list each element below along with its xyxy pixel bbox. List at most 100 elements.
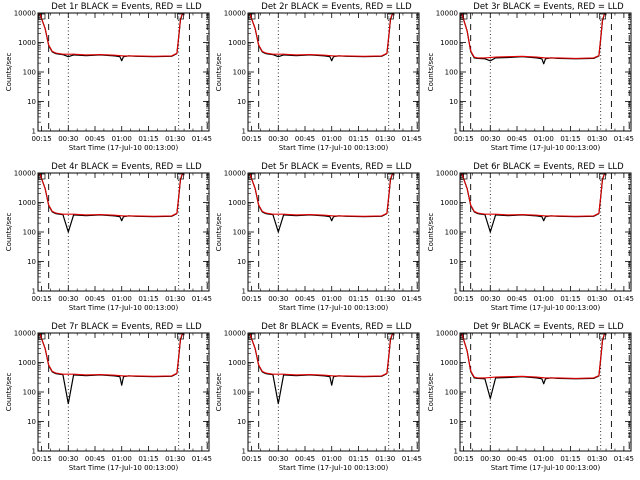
panel-title: Det 8r BLACK = Events, RED = LLD bbox=[261, 322, 412, 332]
y-axis-label: Counts/sec bbox=[215, 213, 223, 252]
y-tick-label: 1 bbox=[242, 128, 246, 136]
x-tick-label: 01:00 bbox=[322, 455, 342, 463]
y-tick-label: 100 bbox=[233, 229, 246, 237]
y-tick-label: 1 bbox=[32, 128, 36, 136]
y-tick-label: 10 bbox=[449, 418, 458, 426]
x-tick-label: 01:45 bbox=[614, 135, 634, 143]
y-tick-label: 1 bbox=[454, 288, 458, 296]
x-tick-label: 00:30 bbox=[268, 135, 288, 143]
saturation-marker bbox=[387, 13, 394, 20]
y-tick-label: 1000 bbox=[228, 39, 246, 47]
y-axis-label: Counts/sec bbox=[427, 213, 435, 252]
x-tick-label: 01:45 bbox=[402, 295, 422, 303]
y-tick-label: 10000 bbox=[436, 170, 458, 178]
y-tick-label: 100 bbox=[23, 69, 36, 77]
x-axis-label: Start Time (17-Jul-10 00:13:00) bbox=[279, 144, 389, 152]
x-axis-label: Start Time (17-Jul-10 00:13:00) bbox=[69, 304, 179, 312]
x-tick-label: 01:30 bbox=[587, 455, 607, 463]
x-tick-label: 00:45 bbox=[507, 295, 527, 303]
x-tick-label: 00:15 bbox=[241, 295, 261, 303]
y-tick-label: 10 bbox=[237, 258, 246, 266]
detector-panel-4: Det 4r BLACK = Events, RED = LLD Counts/s… bbox=[5, 162, 212, 312]
x-tick-label: 01:45 bbox=[192, 455, 212, 463]
saturation-marker bbox=[177, 13, 184, 20]
series-line-events bbox=[39, 333, 185, 405]
y-tick-label: 10 bbox=[27, 98, 36, 106]
detector-panel-9: Det 9r BLACK = Events, RED = LLD Counts/s… bbox=[427, 322, 634, 472]
x-tick-label: 01:30 bbox=[165, 455, 185, 463]
x-tick-label: 01:30 bbox=[587, 135, 607, 143]
x-tick-label: 00:45 bbox=[295, 135, 315, 143]
y-tick-label: 1 bbox=[242, 448, 246, 456]
saturation-marker bbox=[599, 173, 606, 180]
y-axis-label: Counts/sec bbox=[5, 213, 13, 252]
series-line-events bbox=[461, 173, 607, 233]
y-tick-label: 1000 bbox=[440, 199, 458, 207]
x-tick-label: 01:15 bbox=[138, 295, 158, 303]
y-tick-label: 10 bbox=[449, 258, 458, 266]
x-tick-label: 00:45 bbox=[507, 135, 527, 143]
x-tick-label: 00:15 bbox=[31, 135, 51, 143]
saturation-marker bbox=[599, 13, 606, 20]
plot-frame bbox=[459, 332, 632, 452]
panel-title: Det 6r BLACK = Events, RED = LLD bbox=[473, 162, 624, 172]
x-tick-label: 00:15 bbox=[453, 455, 473, 463]
x-tick-label: 00:45 bbox=[507, 455, 527, 463]
y-tick-label: 100 bbox=[23, 389, 36, 397]
y-tick-label: 10 bbox=[27, 418, 36, 426]
y-axis-label: Counts/sec bbox=[215, 373, 223, 412]
x-tick-label: 01:15 bbox=[138, 455, 158, 463]
saturation-marker bbox=[248, 333, 256, 340]
x-tick-label: 00:30 bbox=[268, 455, 288, 463]
x-tick-label: 01:30 bbox=[375, 295, 395, 303]
x-tick-label: 00:15 bbox=[241, 455, 261, 463]
x-tick-label: 00:30 bbox=[268, 295, 288, 303]
x-axis-label: Start Time (17-Jul-10 00:13:00) bbox=[69, 144, 179, 152]
series-line-events bbox=[461, 13, 607, 65]
saturation-marker bbox=[387, 333, 394, 340]
x-tick-label: 00:15 bbox=[453, 135, 473, 143]
x-axis-label: Start Time (17-Jul-10 00:13:00) bbox=[69, 464, 179, 472]
x-axis-label: Start Time (17-Jul-10 00:13:00) bbox=[279, 304, 389, 312]
x-tick-label: 00:30 bbox=[58, 135, 78, 143]
series-line-events bbox=[39, 173, 185, 233]
series-line-lld bbox=[461, 12, 607, 59]
x-tick-label: 00:45 bbox=[85, 455, 105, 463]
y-tick-label: 1000 bbox=[18, 39, 36, 47]
detector-panel-1: Det 1r BLACK = Events, RED = LLD Counts/s… bbox=[5, 2, 212, 152]
series-line-lld bbox=[249, 172, 395, 217]
x-tick-label: 01:45 bbox=[614, 455, 634, 463]
saturation-marker bbox=[38, 333, 46, 340]
y-tick-label: 1000 bbox=[18, 199, 36, 207]
y-tick-label: 1000 bbox=[228, 359, 246, 367]
series-line-events bbox=[461, 333, 607, 400]
plot-frame bbox=[247, 172, 420, 292]
series-line-lld bbox=[39, 332, 185, 377]
detector-panel-6: Det 6r BLACK = Events, RED = LLD Counts/s… bbox=[427, 162, 634, 312]
series-line-events bbox=[249, 173, 395, 233]
plot-frame bbox=[459, 172, 632, 292]
y-tick-label: 10000 bbox=[224, 330, 246, 338]
y-tick-label: 100 bbox=[445, 389, 458, 397]
detector-panel-8: Det 8r BLACK = Events, RED = LLD Counts/s… bbox=[215, 322, 422, 472]
plot-frame bbox=[37, 12, 210, 132]
series-line-lld bbox=[39, 12, 185, 57]
detector-panel-5: Det 5r BLACK = Events, RED = LLD Counts/s… bbox=[215, 162, 422, 312]
y-tick-label: 100 bbox=[23, 229, 36, 237]
detector-panel-3: Det 3r BLACK = Events, RED = LLD Counts/s… bbox=[427, 2, 634, 152]
x-tick-label: 01:00 bbox=[112, 135, 132, 143]
y-tick-label: 100 bbox=[445, 69, 458, 77]
y-tick-label: 1 bbox=[32, 448, 36, 456]
x-tick-label: 01:30 bbox=[165, 135, 185, 143]
y-tick-label: 100 bbox=[445, 229, 458, 237]
detector-panel-2: Det 2r BLACK = Events, RED = LLD Counts/s… bbox=[215, 2, 422, 152]
y-tick-label: 100 bbox=[233, 389, 246, 397]
x-tick-label: 01:00 bbox=[322, 295, 342, 303]
series-line-lld bbox=[461, 332, 607, 379]
x-tick-label: 01:15 bbox=[138, 135, 158, 143]
x-tick-label: 01:45 bbox=[402, 455, 422, 463]
series-line-lld bbox=[249, 12, 395, 57]
x-tick-label: 00:45 bbox=[295, 455, 315, 463]
y-tick-label: 1000 bbox=[18, 359, 36, 367]
x-tick-label: 00:45 bbox=[85, 135, 105, 143]
